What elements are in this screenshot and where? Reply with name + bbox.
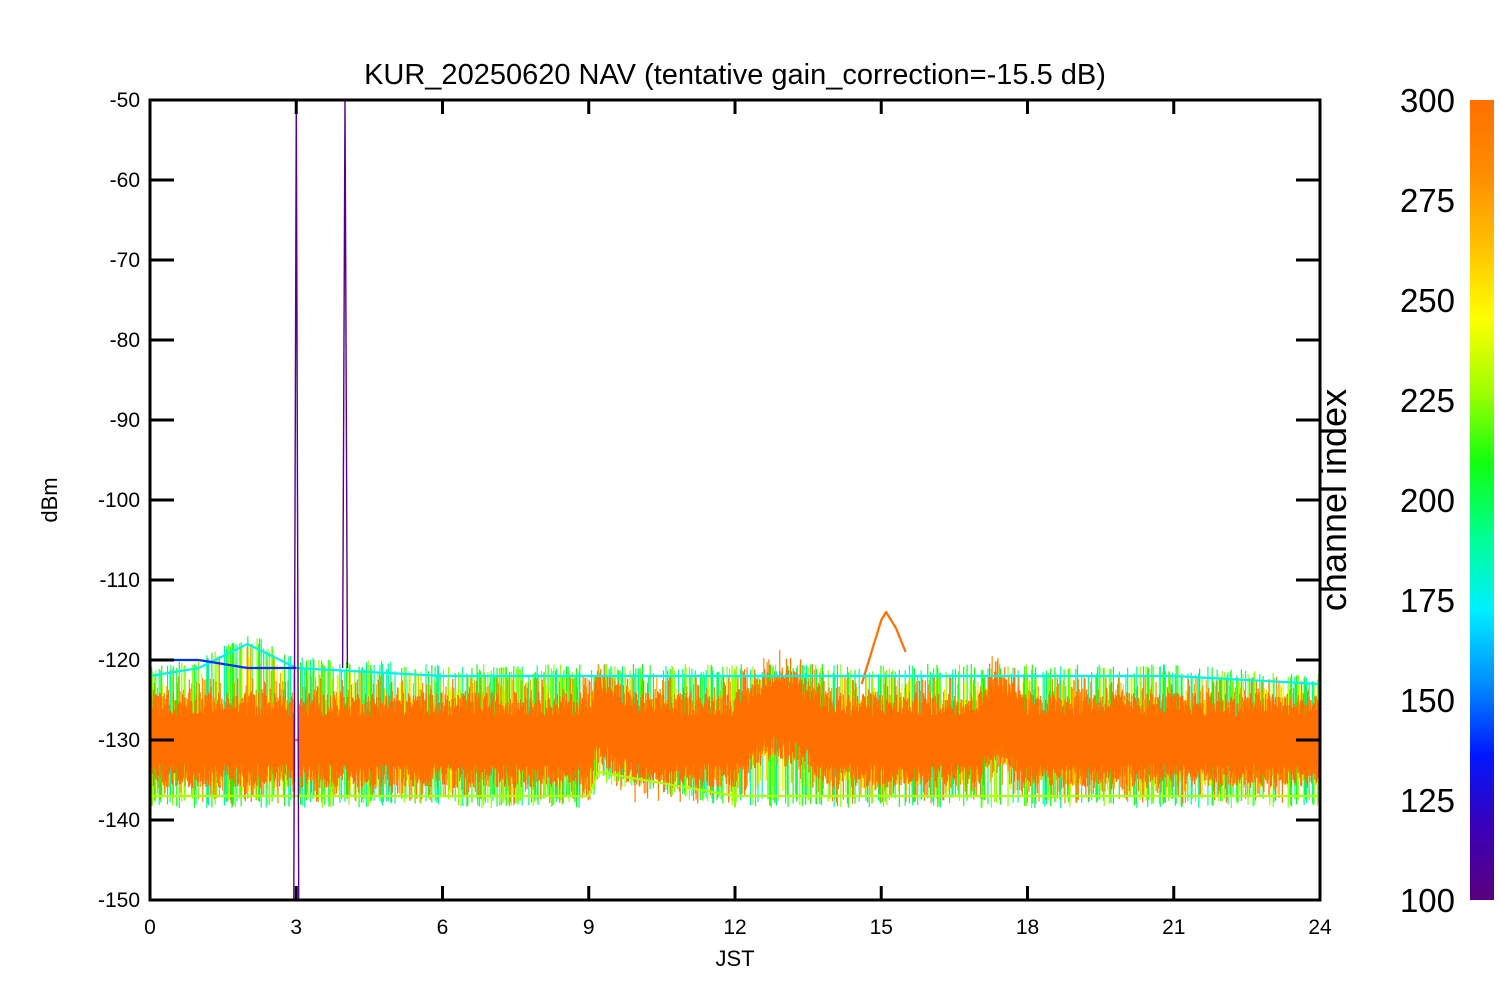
series-line-2 xyxy=(150,642,1320,686)
colorbar-tick-label: 150 xyxy=(1400,682,1455,719)
y-tick-label: -100 xyxy=(98,489,140,512)
y-tick-label: -120 xyxy=(98,649,140,672)
colorbar-tick-label: 225 xyxy=(1400,382,1455,419)
y-axis: -50 -60 -70 -80 -90 -100 -110 -120 -130 -140 -150 xyxy=(98,89,1320,912)
series-line-4 xyxy=(150,770,1320,798)
colorbar-tick-label: 200 xyxy=(1400,482,1455,519)
colorbar-tick-label: 300 xyxy=(1400,82,1455,119)
x-tick-label: 12 xyxy=(723,916,746,939)
colorbar-tick-label: 175 xyxy=(1400,582,1455,619)
y-tick-label: -60 xyxy=(110,169,140,192)
x-tick-label: 6 xyxy=(437,916,449,939)
x-tick-label: 9 xyxy=(583,916,595,939)
colorbar-tick-label: 250 xyxy=(1400,282,1455,319)
colorbar-label: channel index xyxy=(1313,389,1354,611)
y-tick-label: -150 xyxy=(98,889,140,912)
y-tick-label: -50 xyxy=(110,89,140,112)
noise-band-layer xyxy=(150,636,1320,808)
y-tick-label: -90 xyxy=(110,409,140,432)
colorbar: 100 125 150 175 200 225 250 275 300 channel inde… xyxy=(1313,82,1494,919)
x-tick-label: 21 xyxy=(1162,916,1185,939)
plot-area xyxy=(150,100,1320,900)
series-line-6 xyxy=(341,100,349,669)
colorbar-tick-label: 275 xyxy=(1400,182,1455,219)
y-tick-label: -130 xyxy=(98,729,140,752)
x-tick-label: 15 xyxy=(870,916,893,939)
colorbar-tick-label: 125 xyxy=(1400,782,1455,819)
x-axis: 0 3 6 9 12 15 18 21 24 xyxy=(144,100,1332,939)
y-tick-label: -70 xyxy=(110,249,140,272)
x-axis-label: JST xyxy=(715,946,754,971)
series-line-1 xyxy=(860,610,907,685)
chart-title: KUR_20250620 NAV (tentative gain_correct… xyxy=(364,59,1106,91)
y-tick-label: -110 xyxy=(100,569,140,592)
series-line-0 xyxy=(150,706,1320,742)
x-tick-label: 24 xyxy=(1308,916,1332,939)
y-tick-label: -80 xyxy=(110,329,140,352)
colorbar-ticks: 100 125 150 175 200 225 250 275 300 xyxy=(1400,82,1455,919)
colorbar-gradient xyxy=(1470,100,1494,900)
series-layer xyxy=(150,100,1320,900)
y-axis-label: dBm xyxy=(37,477,62,522)
x-tick-label: 3 xyxy=(290,916,302,939)
x-tick-label: 18 xyxy=(1016,916,1039,939)
series-line-3 xyxy=(150,658,297,670)
colorbar-tick-label: 100 xyxy=(1400,882,1455,919)
x-tick-label: 0 xyxy=(144,916,156,939)
series-line-5 xyxy=(293,100,300,900)
y-tick-label: -140 xyxy=(98,809,140,832)
